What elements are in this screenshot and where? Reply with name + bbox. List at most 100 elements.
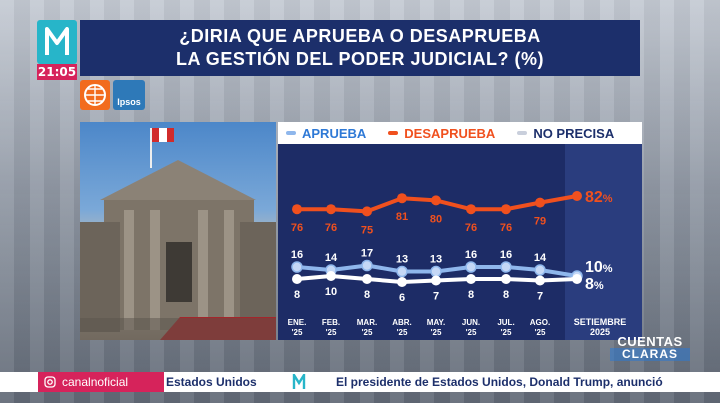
data-label-no-precisa: 8 — [468, 289, 474, 301]
data-point-aprueba — [430, 265, 442, 278]
ipsos-logo: Ipsos — [113, 80, 145, 110]
show-name-line1: CUENTAS — [617, 334, 683, 349]
data-point-no-precisa — [292, 274, 302, 284]
legend-item-aprueba: APRUEBA — [286, 126, 366, 141]
data-label-aprueba: 17 — [361, 248, 373, 260]
data-label-desaprueba: 76 — [465, 222, 477, 234]
data-point-desaprueba — [501, 204, 511, 215]
social-handle-text: canalnoficial — [62, 375, 129, 389]
data-label-aprueba: 10% — [585, 259, 613, 276]
data-label-aprueba: 16 — [465, 249, 477, 261]
data-point-desaprueba — [362, 206, 372, 217]
data-label-desaprueba: 75 — [361, 224, 373, 236]
data-label-desaprueba: 76 — [325, 222, 337, 234]
data-label-desaprueba: 82% — [585, 189, 613, 206]
data-point-aprueba — [361, 259, 373, 272]
data-label-no-precisa: 7 — [433, 291, 439, 303]
data-label-no-precisa: 6 — [399, 292, 405, 304]
legend-swatch-desaprueba — [388, 131, 399, 135]
channel-n-icon — [45, 27, 69, 55]
x-tick-label: '25 — [397, 328, 408, 337]
data-label-aprueba: 14 — [325, 252, 338, 264]
data-label-aprueba: 16 — [291, 249, 303, 261]
chart-panel: APRUEBA DESAPRUEBA NO PRECISA ENE. '25 FEB… — [278, 122, 642, 340]
data-point-no-precisa — [397, 277, 407, 287]
building-illustration — [80, 128, 276, 340]
data-label-aprueba: 13 — [430, 254, 442, 266]
data-label-desaprueba: 80 — [430, 213, 442, 225]
data-label-no-precisa: 8 — [364, 289, 370, 301]
data-point-aprueba — [534, 264, 546, 276]
x-tick-label: ENE. — [288, 318, 307, 327]
channel-logo — [37, 20, 77, 64]
data-point-no-precisa — [501, 274, 511, 284]
legend-item-desaprueba: DESAPRUEBA — [388, 126, 495, 141]
x-tick-label: '25 — [466, 328, 477, 337]
line-chart: ENE.'25FEB.'25MAR.'25ABR.'25MAY.'25JUN.'… — [288, 144, 642, 340]
show-name-line2: CLARAS — [610, 348, 690, 361]
data-point-no-precisa — [326, 271, 336, 281]
x-tick-label: ABR. — [392, 318, 412, 327]
chart-title-line2: LA GESTIÓN DEL PODER JUDICIAL? (%) — [175, 49, 545, 69]
palace-of-justice-photo — [80, 122, 276, 340]
legend-swatch-aprueba — [286, 131, 296, 135]
data-point-desaprueba — [431, 195, 441, 206]
x-tick-label: '25 — [292, 328, 303, 337]
data-label-no-precisa: 8 — [503, 289, 509, 301]
x-tick-label: '25 — [326, 328, 337, 337]
ticker-headline-left: Estados Unidos — [166, 375, 257, 389]
legend-swatch-no-precisa — [517, 131, 528, 135]
x-tick-label: MAR. — [357, 318, 377, 327]
data-point-no-precisa — [535, 275, 545, 286]
x-tick-label: '25 — [362, 328, 373, 337]
data-label-desaprueba: 76 — [500, 222, 512, 234]
instagram-icon — [44, 376, 56, 388]
x-tick-label: 2025 — [590, 327, 610, 337]
x-tick-label: AGO. — [530, 318, 550, 327]
data-label-desaprueba: 79 — [534, 216, 546, 228]
data-point-aprueba — [465, 261, 477, 273]
data-label-no-precisa: 10 — [325, 286, 337, 298]
x-tick-label: JUL. — [497, 318, 514, 327]
legend-label-desaprueba: DESAPRUEBA — [404, 125, 496, 141]
news-ticker: canalnoficial Estados Unidos El presiden… — [0, 372, 720, 392]
data-label-aprueba: 13 — [396, 254, 408, 266]
data-point-no-precisa — [572, 274, 582, 284]
legend-label-no-precisa: NO PRECISA — [533, 125, 615, 141]
data-label-desaprueba: 76 — [291, 222, 303, 234]
data-point-no-precisa — [362, 274, 372, 284]
data-label-aprueba: 14 — [534, 252, 547, 264]
x-tick-label: '25 — [501, 328, 512, 337]
data-point-no-precisa — [466, 274, 476, 284]
data-point-desaprueba — [466, 204, 476, 215]
data-label-aprueba: 16 — [500, 249, 512, 261]
data-point-aprueba — [291, 261, 303, 273]
social-handle: canalnoficial — [38, 372, 164, 392]
ticker-headline-right: El presidente de Estados Unidos, Donald … — [336, 375, 663, 389]
x-tick-label: '25 — [431, 328, 442, 337]
chart-title-line1: ¿DIRIA QUE APRUEBA O DESAPRUEBA — [179, 26, 541, 46]
data-label-no-precisa: 7 — [537, 291, 543, 303]
show-logo: CUENTAS CLARAS — [610, 335, 690, 365]
data-point-aprueba — [500, 261, 512, 273]
data-label-no-precisa: 8 — [294, 289, 300, 301]
america-emblem-icon — [84, 84, 106, 106]
legend-label-aprueba: APRUEBA — [302, 125, 367, 141]
legend-item-no-precisa: NO PRECISA — [517, 126, 614, 141]
clock: 21:05 — [37, 64, 77, 80]
chart-title: ¿DIRIA QUE APRUEBA O DESAPRUEBA LA GESTI… — [80, 20, 640, 76]
data-label-desaprueba: 81 — [396, 211, 408, 223]
x-tick-label: '25 — [535, 328, 546, 337]
data-point-no-precisa — [431, 275, 441, 286]
america-logo — [80, 80, 110, 110]
data-point-desaprueba — [292, 204, 302, 215]
data-point-desaprueba — [326, 204, 336, 215]
x-tick-label: FEB. — [322, 318, 340, 327]
x-tick-label: MAY. — [427, 318, 445, 327]
data-point-desaprueba — [397, 193, 407, 204]
data-point-aprueba — [396, 265, 408, 278]
latest-month-highlight — [565, 144, 642, 340]
data-label-no-precisa: 8% — [585, 276, 604, 293]
x-tick-label: JUN. — [462, 318, 480, 327]
chart-legend: APRUEBA DESAPRUEBA NO PRECISA — [278, 122, 642, 144]
